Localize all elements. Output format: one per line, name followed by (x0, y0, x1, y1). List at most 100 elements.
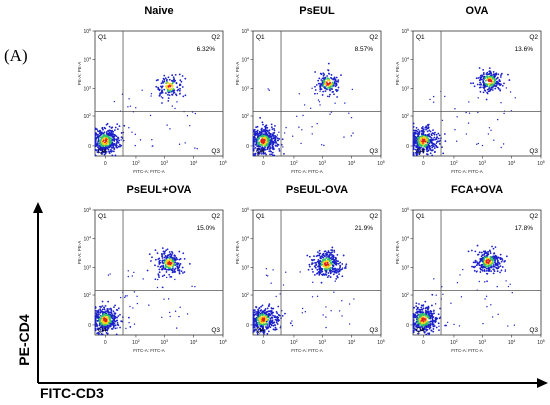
event-dot (433, 147, 436, 149)
event-dot (319, 82, 321, 85)
event-dot (435, 142, 438, 145)
panel-label: (A) (4, 46, 28, 65)
event-dot (499, 271, 501, 274)
event-dot (499, 89, 502, 92)
event-dot (341, 300, 343, 302)
event-dot (313, 255, 315, 258)
event-dot (453, 323, 455, 326)
event-dot (420, 145, 423, 148)
event-dot (104, 304, 107, 307)
event-dot (429, 152, 432, 155)
event-dot (493, 82, 496, 85)
event-dot (416, 130, 419, 133)
event-dot (432, 95, 435, 98)
event-dot (264, 152, 267, 155)
event-dot (321, 253, 324, 256)
event-dot (327, 79, 329, 82)
event-dot (101, 300, 104, 303)
event-dot (458, 325, 461, 327)
event-dot (302, 114, 304, 117)
event-dot (314, 89, 317, 91)
event-dot (482, 265, 485, 268)
event-dot (96, 310, 98, 312)
event-dot (117, 136, 119, 139)
event-dot (488, 67, 491, 70)
event-dot (334, 270, 336, 273)
event-dot (497, 261, 500, 264)
event-dot (324, 255, 326, 258)
event-dot (108, 146, 110, 149)
event-dot (110, 315, 113, 318)
x-tick-label: 102 (290, 160, 298, 167)
event-dot (475, 77, 478, 80)
event-dot (110, 320, 112, 322)
quadrant-label: Q3 (529, 327, 538, 334)
event-dot (303, 104, 306, 106)
event-dot (163, 262, 166, 264)
event-dot (167, 97, 170, 100)
event-dot (175, 327, 178, 329)
event-dot (156, 286, 159, 289)
event-dot (427, 149, 430, 152)
event-dot (281, 138, 284, 141)
event-dot (127, 270, 129, 272)
event-dot (426, 147, 428, 150)
event-dot (109, 273, 111, 275)
event-dot (417, 323, 420, 326)
event-dot (256, 129, 259, 132)
event-dot (431, 154, 434, 157)
event-dot (333, 262, 336, 265)
event-dot (165, 261, 168, 264)
event-dot (104, 148, 106, 151)
q2-percent-label: 21.9% (355, 225, 374, 232)
event-dot (334, 280, 336, 282)
event-dot (319, 262, 321, 265)
event-dot (419, 328, 422, 331)
event-dot (332, 258, 335, 261)
x-tick-label: 105 (377, 160, 385, 167)
event-dot (104, 143, 106, 145)
event-dot (101, 308, 104, 311)
event-dot (489, 263, 492, 265)
event-dot (266, 137, 269, 140)
event-dot (171, 250, 173, 253)
event-dot (429, 130, 432, 133)
event-dot (285, 271, 287, 273)
event-dot (175, 256, 178, 259)
event-dot (416, 141, 418, 144)
event-dot (412, 330, 415, 333)
event-dot (473, 85, 476, 88)
event-dot (427, 326, 430, 328)
event-dot (115, 144, 118, 147)
event-dot (102, 132, 105, 135)
event-dot (492, 84, 494, 87)
event-dot (257, 321, 260, 324)
event-dot (483, 261, 486, 263)
event-dot (488, 259, 491, 262)
event-dot (325, 81, 328, 84)
event-dot (168, 83, 171, 85)
x-tick-label: 103 (161, 160, 169, 167)
event-dot (331, 251, 334, 254)
event-dot (167, 298, 170, 300)
event-dot (256, 324, 259, 327)
event-dot (317, 271, 320, 273)
event-dot (278, 131, 280, 133)
event-dot (252, 309, 255, 312)
event-dot (474, 260, 477, 262)
y-tick-label: 0 (246, 144, 249, 150)
event-dot (419, 311, 422, 313)
event-dot (432, 316, 435, 318)
event-dot (162, 77, 165, 80)
event-dot (488, 88, 490, 90)
event-dot (100, 333, 103, 336)
event-dot (268, 129, 271, 132)
event-dot (174, 73, 177, 76)
event-dot (164, 265, 167, 268)
event-dot (157, 273, 160, 276)
plot-panel: PsEUL 0 102 103 104 105 0 102 103 104 105 FITC-A: F… (235, 5, 385, 174)
event-dot (112, 150, 115, 153)
event-dot (258, 134, 261, 137)
event-dot (425, 316, 428, 319)
event-dot (158, 94, 161, 97)
